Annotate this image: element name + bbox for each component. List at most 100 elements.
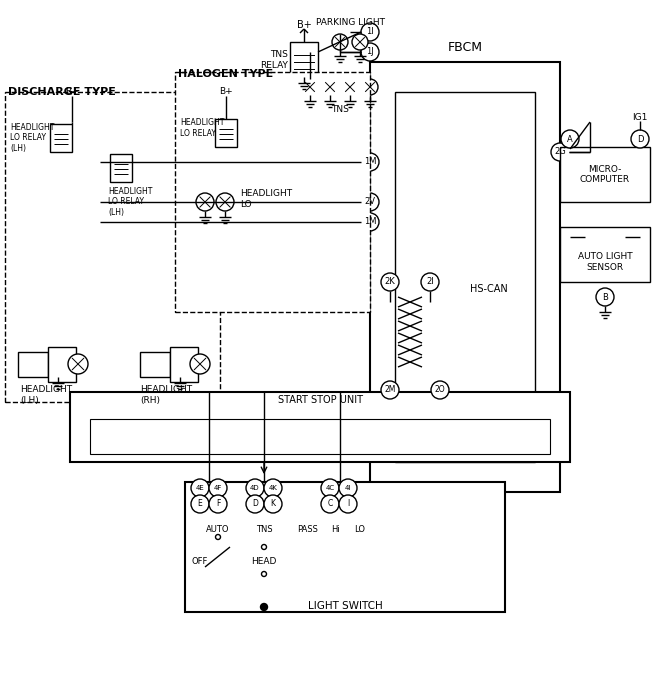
- Text: B: B: [602, 293, 608, 302]
- Circle shape: [216, 534, 220, 540]
- Text: B+: B+: [65, 87, 79, 96]
- Text: 2G: 2G: [554, 147, 566, 156]
- Text: 2I: 2I: [426, 277, 434, 286]
- Text: E: E: [198, 500, 202, 509]
- Circle shape: [321, 479, 339, 497]
- Circle shape: [421, 273, 439, 291]
- Circle shape: [381, 273, 399, 291]
- Text: LIGHT SWITCH: LIGHT SWITCH: [308, 601, 383, 611]
- Circle shape: [261, 603, 267, 610]
- Circle shape: [631, 130, 649, 148]
- Text: PASS: PASS: [297, 525, 318, 534]
- Bar: [18, 352, 48, 377]
- Text: K: K: [271, 500, 275, 509]
- Bar: [370, 62, 560, 492]
- Text: DISCHARGE TYPE: DISCHARGE TYPE: [8, 87, 116, 97]
- Text: 1M: 1M: [364, 158, 377, 167]
- Text: HEADLIGHT
LO RELAY: HEADLIGHT LO RELAY: [180, 118, 224, 138]
- Circle shape: [216, 193, 234, 211]
- Text: I: I: [347, 500, 349, 509]
- Text: START STOP UNIT: START STOP UNIT: [277, 395, 362, 405]
- Circle shape: [561, 130, 579, 148]
- Circle shape: [332, 34, 348, 50]
- Text: 4K: 4K: [269, 485, 277, 491]
- Text: LO: LO: [354, 525, 366, 534]
- Text: F: F: [216, 500, 220, 509]
- Bar: [560, 227, 650, 282]
- Text: TNS
RELAY: TNS RELAY: [260, 51, 288, 70]
- Text: D: D: [252, 500, 258, 509]
- Circle shape: [302, 79, 318, 95]
- Text: 1M: 1M: [364, 217, 377, 226]
- Circle shape: [596, 288, 614, 306]
- Bar: [290, 42, 318, 77]
- Circle shape: [191, 495, 209, 513]
- Text: 4E: 4E: [196, 485, 204, 491]
- Text: AUTO: AUTO: [206, 525, 230, 534]
- Text: HEADLIGHT
LO RELAY
(LH): HEADLIGHT LO RELAY (LH): [108, 187, 152, 217]
- Text: 4F: 4F: [214, 485, 222, 491]
- Circle shape: [551, 143, 569, 161]
- Text: 1J: 1J: [366, 48, 374, 57]
- Circle shape: [361, 43, 379, 61]
- Circle shape: [209, 495, 227, 513]
- Text: 4I: 4I: [345, 485, 351, 491]
- Bar: [175, 72, 370, 312]
- Circle shape: [431, 381, 449, 399]
- Text: TNS: TNS: [331, 104, 349, 113]
- Text: IG1: IG1: [632, 113, 648, 122]
- Text: OFF: OFF: [192, 558, 208, 567]
- Bar: [560, 147, 650, 202]
- Text: FBCM: FBCM: [448, 41, 482, 54]
- Circle shape: [190, 354, 210, 374]
- Circle shape: [339, 495, 357, 513]
- Text: B+: B+: [219, 87, 232, 96]
- Circle shape: [381, 381, 399, 399]
- Text: HEAD: HEAD: [251, 558, 277, 567]
- Circle shape: [361, 153, 379, 171]
- Bar: [170, 347, 198, 382]
- Circle shape: [261, 545, 267, 549]
- Text: C: C: [328, 500, 332, 509]
- Text: PARKING LIGHT: PARKING LIGHT: [316, 18, 385, 27]
- Text: MICRO-
COMPUTER: MICRO- COMPUTER: [580, 165, 630, 184]
- Circle shape: [339, 479, 357, 497]
- Bar: [185, 482, 505, 612]
- Text: AUTO LIGHT
SENSOR: AUTO LIGHT SENSOR: [578, 253, 632, 272]
- Text: 2K: 2K: [385, 277, 395, 286]
- Text: B+: B+: [297, 20, 312, 30]
- Circle shape: [196, 193, 214, 211]
- Text: D: D: [636, 134, 643, 143]
- Circle shape: [352, 34, 368, 50]
- Text: 4D: 4D: [250, 485, 260, 491]
- Circle shape: [191, 479, 209, 497]
- Circle shape: [361, 193, 379, 211]
- Text: HALOGEN TYPE: HALOGEN TYPE: [178, 69, 273, 79]
- Text: A: A: [567, 134, 573, 143]
- Bar: [50, 124, 72, 152]
- Text: HEADLIGHT
(LH): HEADLIGHT (LH): [20, 385, 72, 405]
- Text: 1I: 1I: [366, 28, 374, 37]
- Bar: [110, 154, 132, 182]
- Circle shape: [68, 354, 88, 374]
- Text: Hi: Hi: [330, 525, 340, 534]
- Bar: [5, 92, 220, 402]
- Bar: [48, 347, 76, 382]
- Circle shape: [322, 79, 338, 95]
- Bar: [70, 392, 570, 462]
- Bar: [140, 352, 170, 377]
- Text: HEADLIGHT
LO: HEADLIGHT LO: [240, 190, 292, 209]
- Circle shape: [264, 495, 282, 513]
- Text: 2V: 2V: [364, 197, 375, 206]
- Circle shape: [361, 213, 379, 231]
- Circle shape: [321, 495, 339, 513]
- Circle shape: [209, 479, 227, 497]
- Circle shape: [361, 23, 379, 41]
- Circle shape: [362, 79, 378, 95]
- Text: 4C: 4C: [326, 485, 334, 491]
- Text: TNS: TNS: [256, 525, 272, 534]
- Text: 2M: 2M: [385, 385, 396, 394]
- Bar: [90, 419, 550, 454]
- Text: HEADLIGHT
LO RELAY
(LH): HEADLIGHT LO RELAY (LH): [10, 123, 54, 153]
- Circle shape: [246, 479, 264, 497]
